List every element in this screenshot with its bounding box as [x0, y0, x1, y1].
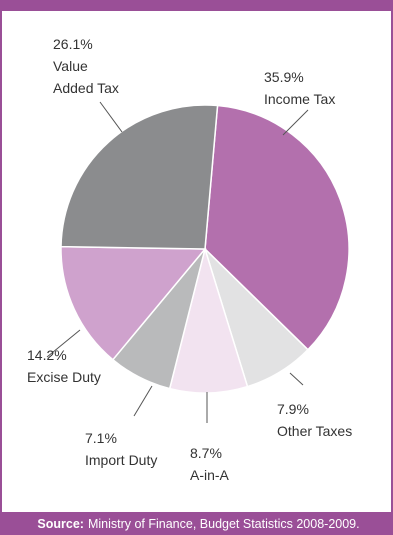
slice-percent-label: 26.1%: [53, 36, 93, 52]
slice-percent-label: 35.9%: [264, 69, 304, 85]
leader-line: [289, 372, 304, 386]
slice-name-label: A-in-A: [190, 467, 230, 483]
pie-slice-excise-duty: [60, 245, 207, 361]
leader-line: [46, 329, 81, 358]
leader-line: [99, 101, 123, 133]
slice-name-label: Income Tax: [264, 91, 335, 107]
source-label: Source:: [37, 516, 84, 531]
source-text: Ministry of Finance, Budget Statistics 2…: [87, 516, 360, 531]
slice-percent-label: 14.2%: [27, 347, 67, 363]
pie-slice-value-added-tax: [60, 104, 219, 250]
pie-chart: 35.9% Income Tax 7.9% Other Taxes 8.7% A-in-A…: [27, 36, 352, 483]
slice-name-label: Added Tax: [53, 80, 119, 96]
source-note: Source: Ministry of Finance, Budget Stat…: [2, 512, 393, 535]
slice-name-label: Value: [53, 58, 88, 74]
slice-percent-label: 8.7%: [190, 445, 222, 461]
leader-line: [282, 109, 309, 136]
header-bar: [2, 0, 393, 11]
leader-line: [133, 385, 153, 417]
slice-name-label: Import Duty: [85, 452, 157, 468]
pie-slice-income-tax: [204, 104, 350, 351]
slice-name-label: Other Taxes: [277, 423, 352, 439]
slice-percent-label: 7.1%: [85, 430, 117, 446]
slice-percent-label: 7.9%: [277, 401, 309, 417]
slice-name-label: Excise Duty: [27, 369, 101, 385]
